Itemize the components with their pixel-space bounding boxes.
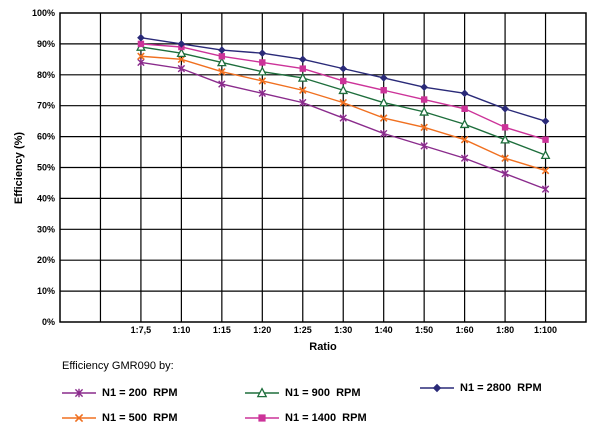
y-tick-label: 0% xyxy=(42,317,55,327)
data-point xyxy=(542,136,549,143)
data-point xyxy=(500,134,510,144)
data-point xyxy=(541,185,550,193)
x-tick-label: 1:7,5 xyxy=(131,325,152,335)
data-point xyxy=(541,166,550,175)
data-point xyxy=(340,77,347,85)
data-point xyxy=(258,49,267,57)
series-5 xyxy=(137,33,550,125)
data-point xyxy=(541,117,550,125)
data-point xyxy=(218,53,226,60)
y-tick-label: 60% xyxy=(37,132,55,142)
data-point xyxy=(379,129,388,138)
data-point xyxy=(218,67,226,76)
data-point xyxy=(137,58,145,67)
data-point xyxy=(299,86,307,95)
y-tick-label: 80% xyxy=(37,70,55,80)
data-point xyxy=(501,124,509,131)
series-1 xyxy=(137,58,550,193)
data-point xyxy=(459,118,470,129)
data-point xyxy=(339,114,347,122)
data-point xyxy=(339,98,347,107)
data-point xyxy=(420,142,428,150)
data-point xyxy=(258,89,267,98)
data-point xyxy=(218,80,226,88)
y-tick-label: 100% xyxy=(32,8,55,18)
x-tick-label: 1:60 xyxy=(456,325,474,335)
x-tick-label: 1:25 xyxy=(294,325,312,335)
data-point xyxy=(297,72,308,82)
data-point xyxy=(420,83,428,91)
data-point xyxy=(299,65,306,72)
x-tick-label: 1:40 xyxy=(375,325,393,335)
data-point xyxy=(379,114,388,122)
data-point xyxy=(461,105,468,112)
series-4 xyxy=(137,40,549,143)
data-point xyxy=(501,104,509,113)
y-tick-label: 90% xyxy=(37,39,55,49)
data-point xyxy=(258,77,267,85)
data-point xyxy=(259,59,266,66)
x-tick-label: 1:100 xyxy=(534,325,557,335)
x-tick-label: 1:30 xyxy=(334,325,352,335)
x-tick-label: 1:10 xyxy=(172,325,190,335)
data-point xyxy=(419,106,430,116)
data-point xyxy=(218,46,226,54)
data-point xyxy=(177,55,186,64)
x-tick-label: 1:15 xyxy=(213,325,231,335)
y-tick-label: 70% xyxy=(37,101,55,111)
data-point xyxy=(460,154,469,163)
data-point xyxy=(380,87,387,94)
data-point xyxy=(137,40,145,48)
data-point xyxy=(379,74,388,82)
data-point xyxy=(460,89,469,98)
series-lines xyxy=(136,33,551,193)
data-point xyxy=(460,135,469,144)
data-point xyxy=(177,64,186,73)
data-point xyxy=(501,154,509,162)
data-point xyxy=(137,52,145,61)
x-axis-label: Ratio xyxy=(309,341,337,353)
x-tick-label: 1:20 xyxy=(253,325,271,335)
data-point xyxy=(299,98,307,107)
y-tick-label: 10% xyxy=(37,286,55,296)
data-point xyxy=(339,64,348,73)
data-point xyxy=(540,149,551,159)
data-point xyxy=(298,55,307,64)
data-point xyxy=(257,66,268,76)
y-tick-label: 20% xyxy=(37,255,55,265)
data-point xyxy=(216,57,227,67)
series-2 xyxy=(137,52,550,175)
data-point xyxy=(177,40,186,48)
x-tick-label: 1:50 xyxy=(415,325,433,335)
data-point xyxy=(137,33,145,42)
x-tick-labels: 1:7,5 1:10 1:15 1:20 1:25 1:30 1:40 1:50 1:60 1:8… xyxy=(131,325,557,335)
y-tick-labels: 0% 10% 20% 30% 40% 50% 60% 70% 80% 90% 100% xyxy=(32,8,55,327)
y-tick-label: 50% xyxy=(37,163,55,173)
y-axis-label: Efficiency (%) xyxy=(13,132,25,204)
x-tick-label: 1:80 xyxy=(496,325,514,335)
data-point xyxy=(378,97,389,107)
data-point xyxy=(501,169,509,178)
data-point xyxy=(176,47,187,58)
y-tick-label: 40% xyxy=(37,193,55,203)
y-tick-label: 30% xyxy=(37,224,55,234)
data-point xyxy=(338,84,349,95)
data-point xyxy=(420,123,428,132)
data-point xyxy=(420,96,428,103)
